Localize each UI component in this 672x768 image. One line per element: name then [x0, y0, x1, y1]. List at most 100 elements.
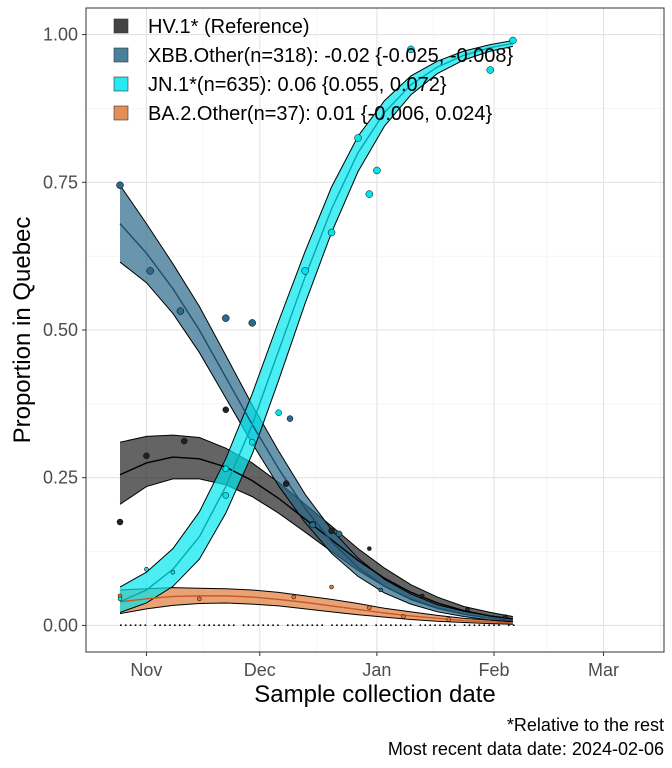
rug-mark	[429, 624, 431, 627]
data-point	[146, 267, 154, 275]
y-tick-label: 0.75	[43, 172, 78, 192]
rug-mark	[507, 624, 510, 627]
rug-mark	[488, 624, 490, 627]
confidence-band	[120, 587, 513, 625]
legend: HV.1* (Reference) XBB.Other(n=318): -0.02…	[113, 16, 514, 125]
x-tick-label: Jan	[362, 660, 391, 680]
legend-key-swatch	[113, 18, 129, 34]
data-point	[407, 45, 415, 54]
rug-mark	[223, 624, 225, 627]
rug-mark	[213, 624, 215, 627]
rug-mark	[286, 624, 289, 627]
rug-mark	[242, 624, 245, 627]
data-point	[144, 567, 149, 572]
rug-mark	[385, 624, 387, 627]
data-point	[486, 66, 494, 74]
rug-mark	[424, 624, 427, 627]
data-point	[301, 267, 309, 275]
rug-mark	[183, 624, 186, 627]
data-point	[335, 530, 343, 538]
rug-mark	[331, 624, 333, 627]
data-point	[378, 587, 383, 593]
rug-mark	[252, 624, 255, 627]
data-point	[170, 569, 176, 575]
caption-recent-date: Most recent data date: 2024-02-06	[388, 739, 664, 759]
data-point	[143, 452, 150, 460]
legend-key-swatch	[113, 105, 129, 121]
data-point	[282, 480, 290, 487]
data-point	[222, 314, 230, 322]
data-points	[116, 36, 517, 622]
confidence-band	[120, 185, 513, 622]
x-tick-label: Nov	[130, 660, 162, 680]
rug-mark	[380, 624, 382, 627]
rug-mark	[154, 624, 156, 627]
band-upper-edge	[119, 184, 513, 620]
rug-mark	[301, 624, 304, 627]
band-lower-edge	[119, 45, 513, 613]
rug-mark	[139, 624, 142, 627]
data-point	[328, 527, 335, 535]
rug-mark	[336, 624, 338, 627]
data-point	[354, 134, 362, 142]
sample-rug-marks	[120, 624, 515, 627]
data-point	[222, 465, 230, 473]
legend-entry-label: HV.1* (Reference)	[148, 16, 310, 38]
rug-mark	[444, 624, 446, 627]
fit-lines	[119, 42, 514, 624]
rug-mark	[478, 624, 481, 627]
data-point	[373, 166, 381, 175]
data-point	[275, 409, 282, 416]
rug-mark	[512, 624, 515, 627]
rug-mark	[144, 624, 147, 627]
rug-mark	[493, 624, 495, 627]
y-axis-title: Proportion in Quebec	[9, 217, 36, 444]
data-point	[291, 594, 297, 600]
rug-mark	[169, 624, 171, 627]
band-upper-edge	[119, 587, 513, 623]
rug-mark	[345, 624, 348, 627]
x-tick-label: Mar	[588, 660, 619, 680]
rug-mark	[198, 624, 201, 627]
rug-mark	[404, 624, 407, 627]
y-tick-label: 0.00	[43, 615, 78, 635]
rug-mark	[399, 624, 402, 627]
x-tick-label: Dec	[244, 660, 276, 680]
rug-mark	[311, 624, 314, 627]
rug-mark	[218, 624, 220, 627]
data-point	[446, 617, 451, 622]
data-point	[176, 307, 185, 315]
data-point	[197, 596, 202, 602]
legend-entry-label: BA.2.Other(n=37): 0.01 {-0.006, 0.024}	[148, 103, 492, 125]
rug-mark	[463, 624, 466, 627]
rug-mark	[483, 624, 486, 627]
data-point	[329, 584, 334, 590]
data-point	[327, 228, 336, 237]
band-lower-edge	[119, 602, 513, 625]
fit-line	[119, 223, 513, 622]
data-point	[222, 492, 230, 499]
rug-mark	[277, 624, 279, 627]
rug-mark	[306, 624, 309, 627]
rug-mark	[267, 624, 269, 627]
rug-mark	[164, 624, 166, 627]
rug-mark	[247, 624, 250, 627]
data-point	[116, 181, 124, 189]
rug-mark	[228, 624, 230, 627]
data-point	[116, 518, 124, 526]
data-point	[180, 437, 188, 445]
rug-mark	[174, 624, 176, 627]
rug-mark	[375, 624, 377, 627]
rug-mark	[453, 624, 456, 627]
data-point	[401, 614, 406, 619]
rug-mark	[208, 624, 210, 627]
rug-mark	[498, 624, 500, 627]
y-axis: 0.00 0.25 0.50 0.75 1.00	[43, 25, 86, 635]
fit-line	[119, 456, 513, 620]
rug-mark	[409, 624, 412, 627]
legend-key-swatch	[113, 47, 129, 63]
rug-mark	[473, 624, 476, 627]
rug-mark	[321, 624, 323, 627]
data-point	[309, 521, 316, 529]
band-lower-edge	[119, 261, 513, 623]
